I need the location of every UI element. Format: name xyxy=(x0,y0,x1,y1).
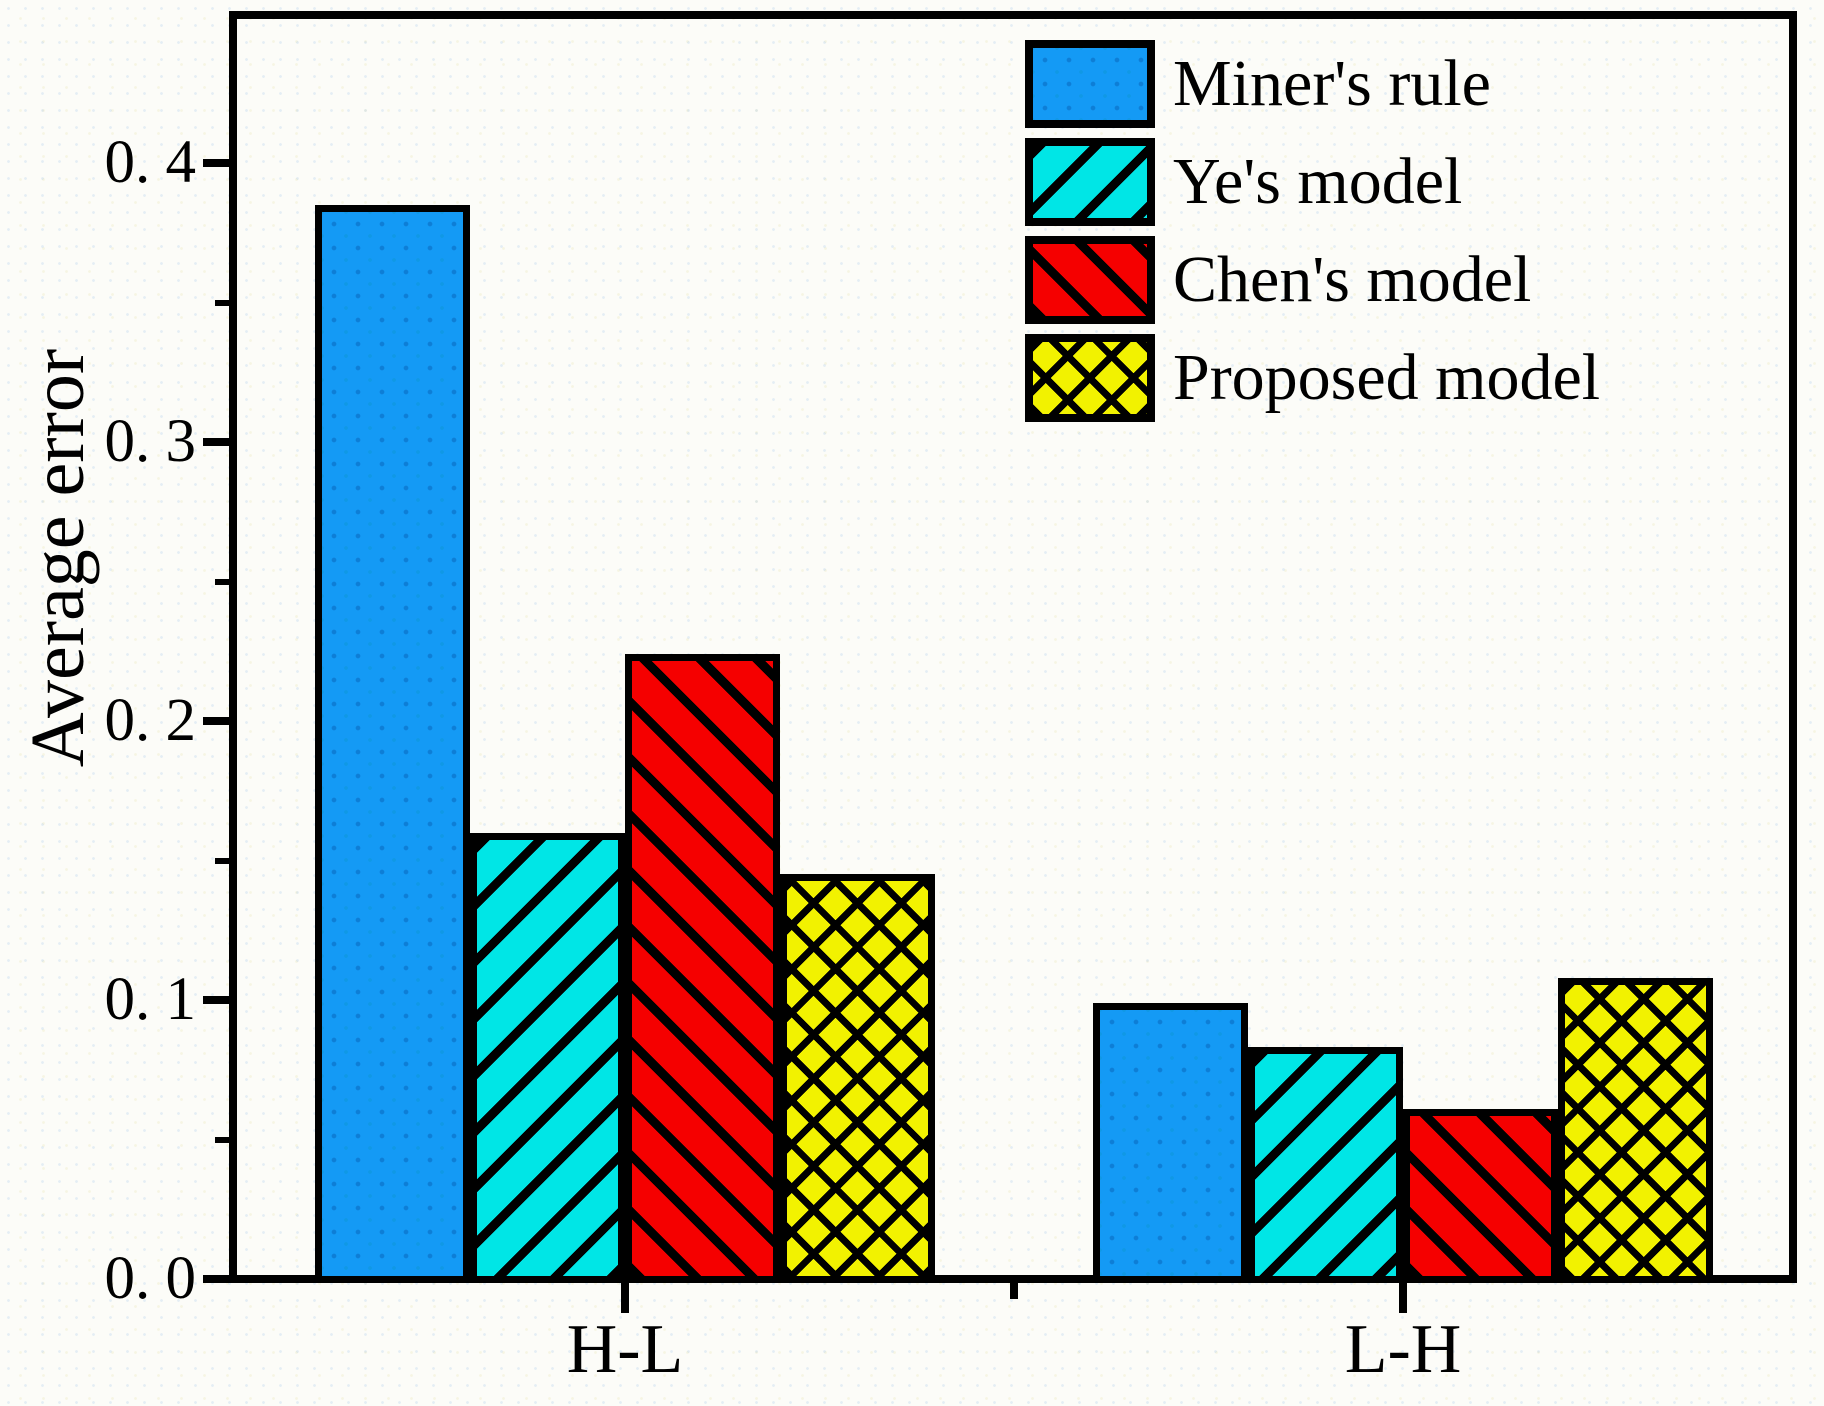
legend-item: Chen's model xyxy=(1025,236,1531,324)
plot-frame xyxy=(229,11,1797,1283)
legend-item: Ye's model xyxy=(1025,138,1462,226)
y-major-tick xyxy=(203,438,229,446)
bar-L-H-ye-s-model xyxy=(1248,1047,1403,1283)
x-category-tick xyxy=(621,1283,629,1313)
bar-H-L-ye-s-model xyxy=(470,833,625,1283)
legend-swatch xyxy=(1025,334,1155,422)
y-axis-title-text: Average error xyxy=(16,348,100,768)
y-minor-tick xyxy=(215,858,229,864)
x-category-label: L-H xyxy=(1344,1311,1462,1388)
y-tick-label: 0. 4 xyxy=(104,129,197,196)
x-category-label: H-L xyxy=(566,1311,684,1388)
y-tick-label: 0. 1 xyxy=(104,966,197,1033)
y-tick-label: 0. 3 xyxy=(104,408,197,475)
bar-H-L-chen-s-model xyxy=(625,654,780,1283)
legend-swatch xyxy=(1025,236,1155,324)
y-major-tick xyxy=(203,159,229,167)
legend-label: Ye's model xyxy=(1173,145,1463,218)
y-major-tick xyxy=(203,1275,229,1283)
y-minor-tick xyxy=(215,579,229,585)
legend-item: Proposed model xyxy=(1025,334,1600,422)
legend-label: Chen's model xyxy=(1173,243,1532,316)
y-minor-tick xyxy=(215,300,229,306)
bar-L-H-chen-s-model xyxy=(1403,1109,1558,1283)
y-major-tick xyxy=(203,717,229,725)
y-tick-label: 0. 2 xyxy=(104,687,197,754)
y-minor-tick xyxy=(215,1137,229,1143)
y-major-tick xyxy=(203,996,229,1004)
bar-L-H-proposed-model xyxy=(1558,978,1713,1283)
y-tick-label: 0. 0 xyxy=(104,1245,197,1312)
legend-swatch xyxy=(1025,138,1155,226)
legend-item: Miner's rule xyxy=(1025,40,1491,128)
bar-H-L-proposed-model xyxy=(780,874,935,1283)
x-boundary-tick xyxy=(1010,1283,1018,1299)
legend-label: Proposed model xyxy=(1173,341,1601,414)
legend-swatch xyxy=(1025,40,1155,128)
x-category-tick xyxy=(1399,1283,1407,1313)
bar-L-H-miner-s-rule xyxy=(1093,1003,1248,1283)
bar-H-L-miner-s-rule xyxy=(315,205,470,1283)
legend-label: Miner's rule xyxy=(1173,47,1491,120)
